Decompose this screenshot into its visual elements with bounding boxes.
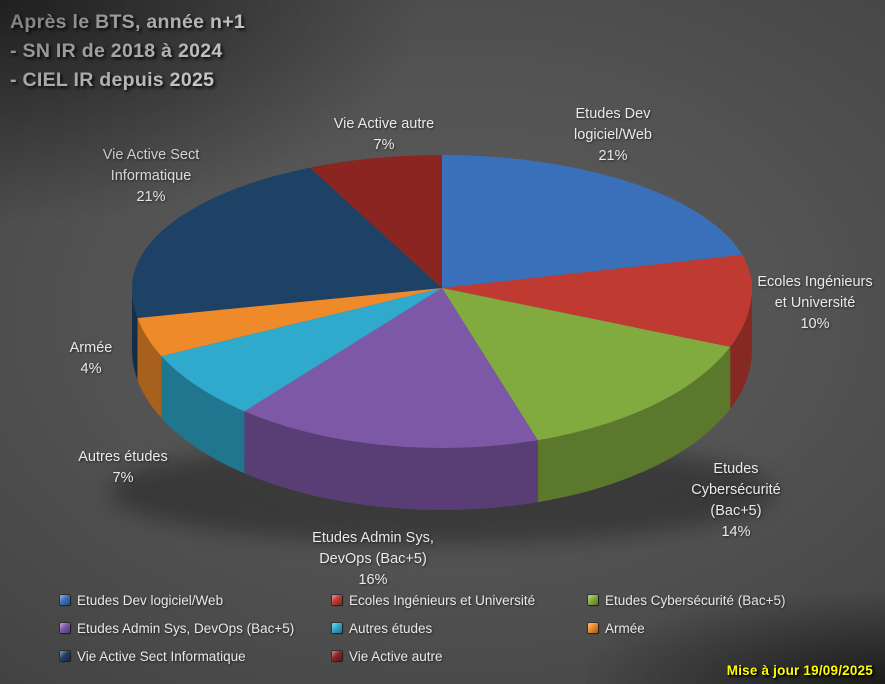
- slice-callout-7: Vie Active autre 7%: [334, 114, 435, 156]
- slice-callout-6: Vie Active Sect Informatique 21%: [103, 145, 199, 208]
- pie-slice-5: Armée 4%: [137, 288, 442, 357]
- slice-callout-line: Vie Active Sect: [102, 147, 200, 163]
- legend-item-2: Etudes Cybersécurité (Bac+5): [588, 592, 785, 608]
- slice-callout-5: Armée 4%: [70, 338, 113, 380]
- slice-callout-line: 4%: [80, 361, 102, 377]
- legend-item-5: Armée: [588, 620, 785, 636]
- slice-callout-line: 21%: [136, 189, 166, 205]
- pie-slice-0: Etudes Dev logiciel/Web 21%: [442, 155, 743, 288]
- pie-3d-sides: [132, 288, 752, 510]
- pie-slice-4: Autres études 7%: [161, 288, 442, 412]
- legend-color-swatch: [332, 623, 342, 633]
- slice-callout-line: Armée: [69, 340, 113, 356]
- legend-color-swatch: [332, 651, 342, 661]
- pie-slice-2: Etudes Cybersécurité (Bac+5) 14%: [442, 288, 731, 441]
- legend-label: Vie Active Sect Informatique: [77, 648, 246, 664]
- slice-callout-3: Etudes Admin Sys, DevOps (Bac+5) 16%: [312, 528, 434, 591]
- chart-legend: Etudes Dev logiciel/Web Ecoles Ingénieurs…: [60, 592, 785, 664]
- legend-label: Armée: [605, 620, 645, 636]
- legend-label: Etudes Cybersécurité (Bac+5): [605, 592, 786, 608]
- pie-slice-1: Ecoles Ingénieurs et Université 10%: [442, 254, 752, 347]
- legend-color-swatch: [332, 595, 342, 605]
- legend-label: Vie Active autre: [349, 648, 443, 664]
- pie-slice-side-3: [244, 411, 538, 510]
- legend-color-swatch: [588, 595, 598, 605]
- slice-callout-line: 16%: [358, 572, 388, 588]
- legend-item-1: Ecoles Ingénieurs et Université: [332, 592, 588, 608]
- pie-slice-side-2: [537, 346, 731, 503]
- slice-callout-4: Autres études 7%: [78, 447, 167, 489]
- legend-color-swatch: [60, 595, 70, 605]
- slice-callout-line: 7%: [373, 137, 395, 153]
- legend-label: Ecoles Ingénieurs et Université: [349, 592, 536, 608]
- slice-callout-0: Etudes Dev logiciel/Web 21%: [574, 104, 652, 167]
- slice-callout-line: Ecoles Ingénieurs: [757, 274, 873, 290]
- pie-slice-side-6: [132, 288, 138, 380]
- legend-color-swatch: [60, 651, 70, 661]
- legend-item-4: Autres études: [332, 620, 588, 636]
- slice-callout-line: Etudes Admin Sys,: [312, 530, 434, 546]
- slice-callout-line: Etudes: [713, 461, 759, 477]
- update-date: Mise à jour 19/09/2025: [726, 663, 873, 678]
- slice-callout-line: 7%: [112, 470, 134, 486]
- slice-callout-line: (Bac+5): [710, 503, 762, 519]
- pie-slice-side-4: [161, 356, 245, 474]
- slice-callout-line: et Université: [774, 295, 856, 311]
- slice-callout-1: Ecoles Ingénieurs et Université 10%: [757, 272, 872, 335]
- slice-callout-line: logiciel/Web: [574, 127, 652, 143]
- slice-callout-line: Etudes Dev: [575, 106, 651, 122]
- legend-color-swatch: [588, 623, 598, 633]
- pie-slice-3: Etudes Admin Sys, DevOps (Bac+5) 16%: [244, 288, 538, 448]
- legend-label: Etudes Dev logiciel/Web: [77, 592, 224, 608]
- slice-callout-line: DevOps (Bac+5): [319, 551, 427, 567]
- slice-callout-line: Vie Active autre: [333, 116, 435, 132]
- slice-callout-line: 10%: [800, 316, 830, 332]
- legend-label: Etudes Admin Sys, DevOps (Bac+5): [77, 620, 295, 636]
- legend-item-6: Vie Active Sect Informatique: [60, 648, 332, 664]
- legend-color-swatch: [60, 623, 70, 633]
- slice-callout-2: Etudes Cybersécurité (Bac+5) 14%: [691, 459, 780, 543]
- legend-item-7: Vie Active autre: [332, 648, 588, 664]
- slice-callout-line: 21%: [598, 148, 628, 164]
- slice-callout-line: Autres études: [78, 449, 168, 465]
- slice-callout-line: 14%: [721, 524, 751, 540]
- legend-item-3: Etudes Admin Sys, DevOps (Bac+5): [60, 620, 332, 636]
- legend-label: Autres études: [349, 620, 433, 636]
- slice-callout-line: Informatique: [110, 168, 192, 184]
- legend-item-0: Etudes Dev logiciel/Web: [60, 592, 332, 608]
- pie-slice-side-1: [730, 288, 752, 409]
- pie-slice-side-5: [137, 318, 162, 419]
- slice-callout-line: Cybersécurité: [691, 482, 781, 498]
